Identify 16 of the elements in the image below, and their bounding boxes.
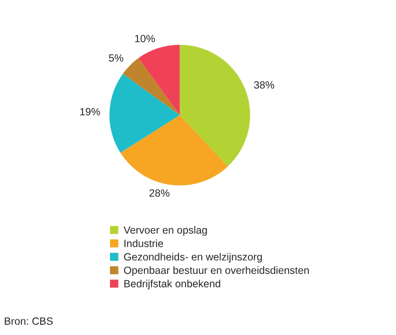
pie-slice (138, 44, 180, 116)
data-label: 5% (108, 54, 124, 62)
pie-slice (120, 115, 228, 186)
data-label: 28% (150, 189, 170, 197)
legend-label: Gezondheids- en welzijnszorg (124, 252, 262, 263)
data-label: 19% (80, 108, 100, 116)
data-label: 38% (254, 81, 274, 89)
legend-label: Vervoer en opslag (124, 226, 207, 236)
pie-slice (180, 44, 250, 166)
data-label: 10% (135, 34, 155, 42)
legend-label: Industrie (124, 239, 164, 248)
legend-label: Bedrijfstak onbekend (124, 280, 220, 290)
pie-slice (109, 74, 180, 153)
pie-slice (122, 58, 180, 116)
text: Bron: CBS (4, 317, 53, 325)
legend-label: Openbaar bestuur en overheidsdiensten (124, 266, 309, 276)
